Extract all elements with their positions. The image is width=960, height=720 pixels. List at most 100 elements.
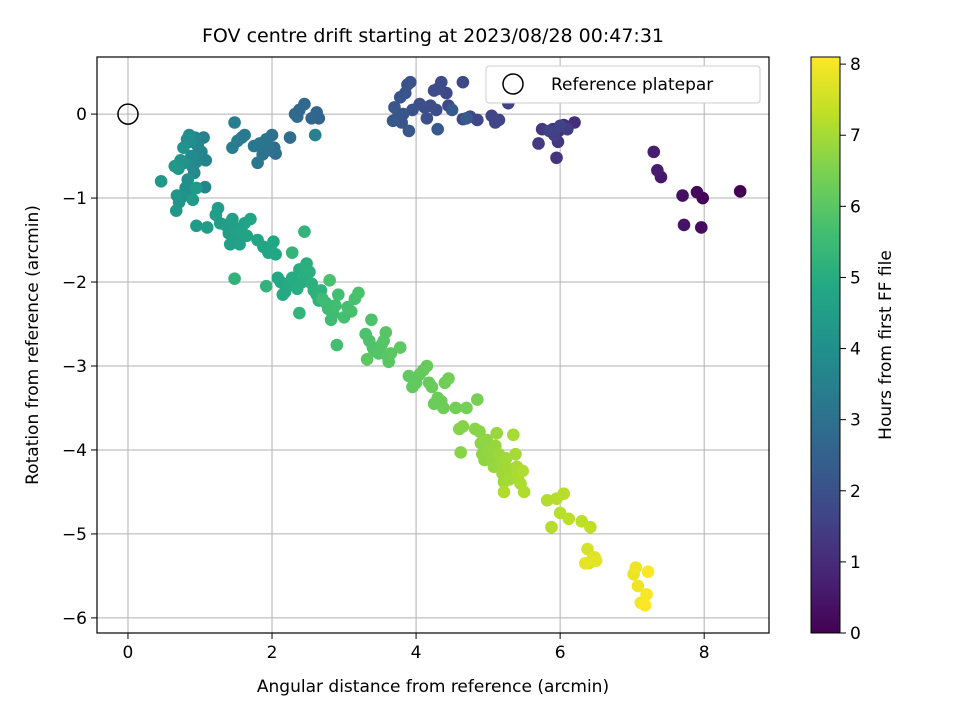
data-point [190,219,203,233]
data-point [388,101,401,114]
data-point [384,347,398,360]
data-point [473,425,486,438]
y-tick-label: −2 [62,273,87,293]
colorbar-tick-label: 1 [850,553,861,573]
data-point [251,156,264,170]
legend: Reference platepar [485,65,761,104]
data-point [490,426,504,440]
legend-marker [502,73,524,95]
data-point [329,299,342,312]
data-point [460,111,473,125]
data-point [393,91,407,104]
x-axis-label: Angular distance from reference (arcmin) [257,677,609,697]
y-axis-label: Rotation from reference (arcmin) [23,205,43,485]
data-point [283,131,297,144]
data-point [579,557,592,570]
data-point [298,225,311,238]
data-point [228,116,241,129]
data-point [545,520,558,534]
plot-frame [96,56,770,634]
data-point [402,124,416,138]
reference-marker [117,103,139,125]
data-point [393,341,407,354]
data-point [177,141,190,154]
data-point [497,485,511,499]
grid-lines [97,57,769,633]
data-point [267,235,280,249]
data-point [470,393,484,406]
data-point [259,279,273,293]
data-point [553,119,567,133]
data-point [431,122,444,136]
reference-point [117,103,139,125]
y-tick-label: −6 [62,609,87,629]
data-point [543,124,556,138]
data-point [233,237,246,251]
data-point [638,598,652,612]
colorbar-tick-label: 2 [850,482,861,502]
legend-box [485,65,761,104]
data-point [247,139,261,153]
data-point [694,221,708,234]
data-point [562,512,576,526]
x-tick-label: 2 [267,643,278,663]
x-tick-label: 0 [123,643,134,663]
x-tick-label: 8 [699,643,710,663]
chart-title: FOV centre drift starting at 2023/08/28 … [202,25,664,47]
data-point [456,420,470,433]
data-point [629,561,643,574]
colorbar-label: Hours from first FF file [876,250,896,440]
data-point [226,141,239,154]
data-point [308,128,322,142]
data-point [406,103,419,117]
data-point [427,84,441,97]
data-point [190,181,203,195]
data-point [168,159,182,173]
data-point [442,372,455,385]
data-point [223,237,237,251]
data-point [489,116,502,129]
data-point [169,204,183,217]
data-point [532,137,545,150]
data-point [460,401,473,415]
data-point [581,542,594,556]
data-point [584,520,597,534]
data-point [303,265,316,279]
data-point [365,313,378,327]
data-point [557,487,571,500]
data-point [240,229,254,243]
colorbar-tick-label: 5 [850,268,861,288]
data-point [449,401,462,415]
data-point [640,588,653,601]
y-tick-label: −4 [62,441,87,461]
x-tick-label: 6 [555,643,566,663]
data-point [331,288,345,301]
y-tick-label: −3 [62,357,87,377]
colorbar-tick-label: 7 [850,126,861,146]
data-point [589,554,603,568]
x-axis: 0 2 4 6 8 [123,633,710,663]
data-point [690,185,704,199]
colorbar-tick-label: 8 [850,55,861,75]
data-point [677,218,691,232]
data-point [499,452,513,465]
data-point [323,274,336,287]
data-point [420,111,434,125]
data-point [293,306,306,320]
data-point [154,174,168,188]
colorbar-ticks: 0 1 2 3 4 5 6 7 8 [840,55,861,644]
data-point [437,401,450,415]
y-tick-label: −1 [62,189,87,209]
data-point [676,189,689,202]
data-point [733,185,747,198]
data-point [288,107,302,121]
y-tick-label: −5 [62,525,87,545]
colorbar-tick-label: 0 [850,624,861,644]
colorbar: 0 1 2 3 4 5 6 7 8 Hours from first FF file [810,55,896,644]
data-point [244,212,257,226]
data-point [454,446,468,459]
colorbar-gradient [810,56,841,634]
data-point [425,380,439,394]
data-point [445,103,459,117]
data-point [386,114,400,128]
